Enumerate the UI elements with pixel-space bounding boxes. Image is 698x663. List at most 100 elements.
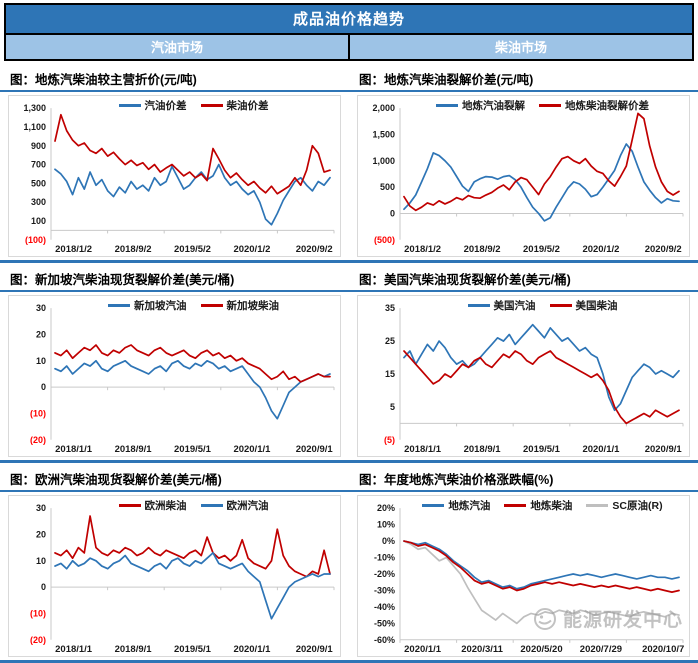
- x-tick-label: 2020/7/29: [580, 644, 622, 655]
- chart-title: 图：欧洲汽柴油现货裂解价差(美元/桶): [0, 465, 349, 492]
- x-tick-label: 2018/9/2: [115, 244, 152, 255]
- y-tick-label: 0: [41, 382, 46, 392]
- x-tick-label: 2020/5/20: [520, 644, 562, 655]
- chart-cell-europe-crack: 图：欧洲汽柴油现货裂解价差(美元/桶) 欧洲柴油 欧洲汽油 30 20 10 0 (10)…: [0, 465, 349, 658]
- y-tick-label: 30: [36, 503, 46, 513]
- y-tick-label: 10: [36, 356, 46, 366]
- y-tick-label: 1,000: [373, 156, 395, 166]
- y-tick-label: 20%: [377, 503, 395, 513]
- page-title: 成品油价格趋势: [6, 5, 692, 35]
- chart-box: 新加坡汽油 新加坡柴油 30 20 10 0 (10) (20) 2018/1/1 2018/9…: [8, 295, 341, 457]
- y-tick-label: 700: [31, 160, 46, 170]
- x-tick-label: 2020/9/2: [645, 244, 682, 255]
- y-tick-label: 15: [385, 369, 395, 379]
- y-tick-label: 35: [385, 303, 395, 313]
- x-tick-label: 2020/1/2: [233, 244, 270, 255]
- y-tick-label: 100: [31, 216, 46, 226]
- x-tick-label: 2020/9/1: [645, 444, 683, 455]
- chart-svg: 2,000 1,500 1,000 500 0 (500) 2018/1/2 2018/9/2…: [373, 103, 684, 255]
- x-tick-label: 2019/5/2: [523, 244, 560, 255]
- x-tick-label: 2020/1/1: [233, 444, 271, 455]
- watermark: 能源研发中心: [533, 605, 683, 632]
- series-line-欧洲汽油: [54, 552, 331, 620]
- chart-svg: 20% 10% 0% -10% -20% -30% -40% -50% -60% 2020/1/1…: [374, 503, 684, 655]
- chart-cell-annual-change: 图：年度地炼汽柴油价格涨跌幅(%) 地炼汽油 地炼柴油 SC原油(R) 能源研发中心…: [349, 465, 698, 658]
- series-line-汽油价差: [54, 163, 331, 226]
- y-tick-label: 1,100: [24, 122, 46, 132]
- x-tick-label: 2020/9/1: [296, 444, 334, 455]
- chart-box: 欧洲柴油 欧洲汽油 30 20 10 0 (10) (20) 2018/1/1 2018/9/1…: [8, 495, 341, 657]
- x-tick-label: 2019/5/2: [174, 244, 211, 255]
- market-tabs: 汽油市场 柴油市场: [6, 35, 692, 59]
- series-line-柴油价差: [54, 113, 331, 195]
- chart-svg: 30 20 10 0 (10) (20) 2018/1/1 2018/9/1 2019/5/1 2…: [30, 303, 335, 455]
- chart-row-3: 图：欧洲汽柴油现货裂解价差(美元/桶) 欧洲柴油 欧洲汽油 30 20 10 0 (10)…: [0, 463, 698, 663]
- y-tick-label: (10): [30, 608, 46, 618]
- chart-row-2: 图：新加坡汽柴油现货裂解价差(美元/桶) 新加坡汽油 新加坡柴油 30 20 10 0(…: [0, 263, 698, 463]
- series-line-新加坡柴油: [54, 344, 331, 383]
- y-tick-label: 20: [36, 529, 46, 539]
- y-tick-label: 500: [380, 182, 395, 192]
- chart-svg: 1,300 1,100 900 700 500 300 100 (100) 2018/1/2 20…: [24, 103, 335, 255]
- chart-svg: 35 25 15 5 (5) 2018/1/1 2018/9/1 2019/5/1 2020/1…: [384, 303, 684, 455]
- chart-cell-local-discount: 图：地炼汽柴油较主营折价(元/吨) 汽油价差 柴油价差 1,300 1,100 900…: [0, 65, 349, 258]
- chart-svg: 30 20 10 0 (10) (20) 2018/1/1 2018/9/1 2019/5/1 2…: [30, 503, 335, 655]
- chart-box: 美国汽油 美国柴油 35 25 15 5 (5) 2018/1/1 2018/9/1 2019/…: [357, 295, 690, 457]
- x-tick-label: 2020/1/1: [233, 644, 271, 655]
- chart-row-1: 图：地炼汽柴油较主营折价(元/吨) 汽油价差 柴油价差 1,300 1,100 900…: [0, 63, 698, 263]
- series-line-地炼柴油裂解价差: [403, 112, 680, 212]
- watermark-text: 能源研发中心: [562, 610, 683, 631]
- y-tick-label: 10: [36, 556, 46, 566]
- y-tick-label: 500: [31, 178, 46, 188]
- y-tick-label: 30: [36, 303, 46, 313]
- chart-box: 地炼汽油 地炼柴油 SC原油(R) 能源研发中心 20% 10% 0% -10% -20% -…: [357, 495, 690, 657]
- y-tick-label: 10%: [377, 520, 395, 530]
- chart-title: 图：地炼汽柴油裂解价差(元/吨): [349, 65, 698, 92]
- series-line-地炼汽油裂解: [403, 143, 680, 222]
- chart-cell-local-crack: 图：地炼汽柴油裂解价差(元/吨) 地炼汽油裂解 地炼柴油裂解价差 2,000 1,5…: [349, 65, 698, 258]
- x-tick-label: 2019/5/1: [174, 644, 212, 655]
- x-tick-label: 2020/3/11: [461, 644, 503, 655]
- report-header: 成品油价格趋势 汽油市场 柴油市场: [4, 3, 694, 61]
- series-line-新加坡汽油: [54, 359, 331, 420]
- y-tick-label: 0%: [382, 536, 395, 546]
- series-line-地炼汽油: [403, 540, 680, 590]
- y-tick-label: (500): [374, 235, 395, 245]
- x-tick-label: 2018/1/1: [55, 444, 93, 455]
- x-tick-label: 2020/10/7: [642, 644, 684, 655]
- x-tick-label: 2020/1/1: [404, 644, 442, 655]
- y-tick-label: -50%: [374, 618, 395, 628]
- x-tick-label: 2020/9/2: [296, 244, 333, 255]
- watermark-logo-icon: [533, 607, 556, 630]
- x-tick-label: 2020/9/1: [296, 644, 334, 655]
- tab-gasoline-market: 汽油市场: [6, 35, 350, 59]
- chart-title: 图：新加坡汽柴油现货裂解价差(美元/桶): [0, 265, 349, 292]
- chart-title: 图：美国汽柴油现货裂解价差(美元/桶): [349, 265, 698, 292]
- y-tick-label: 2,000: [373, 103, 395, 113]
- y-tick-label: -40%: [374, 602, 395, 612]
- y-tick-label: (5): [384, 435, 395, 445]
- y-tick-label: 900: [31, 141, 46, 151]
- series-line-地炼柴油: [403, 540, 680, 593]
- series-line-SC原油(R): [403, 540, 680, 625]
- chart-title: 图：地炼汽柴油较主营折价(元/吨): [0, 65, 349, 92]
- x-tick-label: 2018/9/1: [115, 444, 153, 455]
- y-tick-label: (20): [30, 635, 46, 645]
- y-tick-label: (10): [30, 408, 46, 418]
- y-tick-label: 1,300: [24, 103, 46, 113]
- y-tick-label: -60%: [374, 635, 395, 645]
- chart-box: 汽油价差 柴油价差 1,300 1,100 900 700 500 300 100 (100) 2…: [8, 95, 341, 257]
- y-tick-label: 25: [385, 336, 395, 346]
- x-tick-label: 2018/9/1: [464, 444, 502, 455]
- x-tick-label: 2018/1/2: [55, 244, 92, 255]
- chart-title: 图：年度地炼汽柴油价格涨跌幅(%): [349, 465, 698, 492]
- x-tick-label: 2020/1/1: [582, 444, 620, 455]
- y-tick-label: 5: [390, 402, 395, 412]
- y-tick-label: -30%: [374, 585, 395, 595]
- series-line-欧洲柴油: [54, 515, 331, 578]
- y-tick-label: 300: [31, 197, 46, 207]
- y-tick-label: 20: [36, 329, 46, 339]
- y-tick-label: -20%: [374, 569, 395, 579]
- x-tick-label: 2019/5/1: [174, 444, 212, 455]
- series-line-美国汽油: [403, 323, 680, 412]
